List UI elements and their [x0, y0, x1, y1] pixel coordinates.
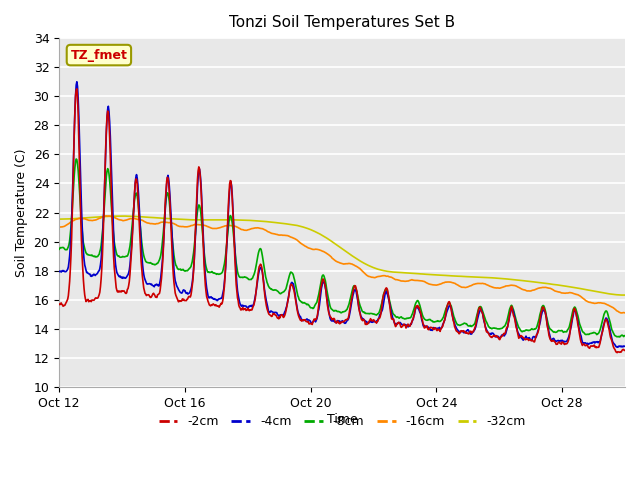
-8cm — [55, 246, 63, 252]
Legend: -2cm, -4cm, -8cm, -16cm, -32cm: -2cm, -4cm, -8cm, -16cm, -32cm — [154, 410, 531, 433]
-8cm — [292, 284, 300, 289]
-2cm — [292, 299, 300, 305]
Line: -32cm: -32cm — [59, 216, 625, 295]
-16cm — [102, 213, 110, 219]
-16cm — [617, 310, 625, 316]
-32cm — [189, 217, 196, 223]
-2cm — [73, 86, 81, 92]
-4cm — [513, 324, 521, 330]
-32cm — [76, 216, 83, 221]
-8cm — [513, 319, 521, 325]
-8cm — [72, 156, 80, 162]
-4cm — [55, 269, 63, 275]
Title: Tonzi Soil Temperatures Set B: Tonzi Soil Temperatures Set B — [229, 15, 455, 30]
-2cm — [76, 191, 84, 197]
-16cm — [621, 310, 629, 316]
-4cm — [73, 79, 81, 84]
-8cm — [376, 306, 384, 312]
-32cm — [618, 292, 626, 298]
Y-axis label: Soil Temperature (C): Soil Temperature (C) — [15, 148, 28, 277]
-2cm — [621, 348, 629, 353]
-16cm — [292, 237, 300, 242]
-8cm — [621, 333, 629, 338]
-32cm — [55, 216, 63, 222]
Line: -2cm: -2cm — [59, 89, 625, 353]
-4cm — [292, 297, 300, 302]
-4cm — [614, 344, 621, 350]
-16cm — [55, 224, 63, 230]
Text: TZ_fmet: TZ_fmet — [70, 48, 127, 61]
Line: -4cm: -4cm — [59, 82, 625, 347]
-16cm — [513, 284, 521, 289]
-8cm — [189, 254, 196, 260]
-4cm — [621, 343, 629, 349]
-2cm — [55, 301, 63, 307]
-8cm — [616, 334, 623, 340]
-32cm — [513, 277, 521, 283]
-4cm — [76, 160, 84, 166]
-8cm — [76, 199, 84, 205]
-4cm — [376, 312, 384, 317]
-16cm — [76, 216, 83, 221]
-32cm — [118, 213, 126, 219]
-2cm — [513, 326, 521, 332]
-4cm — [262, 294, 269, 300]
-16cm — [189, 222, 196, 228]
-32cm — [621, 292, 629, 298]
-32cm — [376, 267, 384, 273]
-32cm — [292, 222, 300, 228]
-16cm — [376, 273, 384, 279]
X-axis label: Time: Time — [326, 412, 358, 425]
-2cm — [613, 350, 621, 356]
Line: -16cm: -16cm — [59, 216, 625, 313]
-32cm — [262, 218, 269, 224]
-2cm — [262, 299, 269, 305]
-4cm — [189, 274, 196, 279]
-2cm — [189, 277, 196, 283]
-2cm — [376, 313, 384, 319]
-8cm — [262, 274, 269, 280]
-16cm — [262, 228, 269, 233]
Line: -8cm: -8cm — [59, 159, 625, 337]
